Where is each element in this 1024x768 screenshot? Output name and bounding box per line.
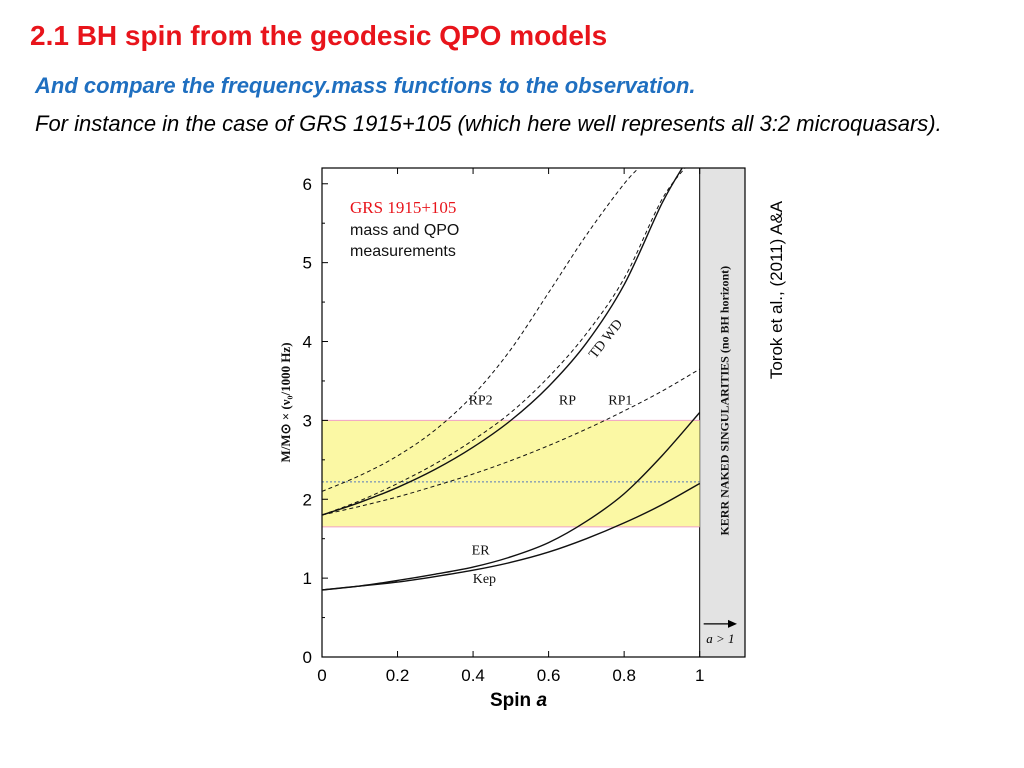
y-axis-label: M/M⊙ × (ν₀/1000 Hz) — [278, 342, 293, 462]
curve-label-kep: Kep — [473, 572, 496, 587]
x-tick-label: 0 — [317, 666, 326, 685]
x-tick-label: 0.2 — [386, 666, 410, 685]
measurement-band — [322, 419, 700, 528]
x-axis-label-prefix: Spin — [490, 690, 537, 711]
shaded-region-label: KERR NAKED SINGULARITIES (no BH horizont… — [717, 266, 731, 536]
chart-subtitle-line2: measurements — [350, 243, 456, 260]
slide-body-text: For instance in the case of GRS 1915+105… — [35, 111, 942, 136]
curve-label-rp: RP — [559, 394, 576, 409]
x-tick-label: 0.6 — [537, 666, 561, 685]
slide-subtitle: And compare the frequency.mass functions… — [35, 73, 696, 98]
curve-label-td-wd: TD WD — [586, 317, 626, 362]
series-kep — [322, 482, 700, 591]
y-tick-label: 5 — [303, 254, 312, 273]
series-er — [322, 412, 700, 591]
y-tick-label: 0 — [303, 648, 312, 667]
curve-label-rp1: RP1 — [608, 394, 632, 409]
chart-title: GRS 1915+105 — [350, 198, 456, 217]
tick-labels: 0 0.2 0.4 0.6 0.8 1 0 1 2 3 4 5 6 M/M⊙ × (ν₀/1000 Hz) — [278, 175, 704, 685]
series-rp2 — [322, 168, 640, 492]
y-tick-label: 2 — [303, 490, 312, 509]
chart-subtitle-line1: mass and QPO — [350, 222, 459, 239]
curve-label-rp2: RP2 — [469, 394, 493, 409]
plot-frame — [321, 167, 746, 658]
curve-label-er: ER — [472, 543, 491, 558]
y-tick-label: 3 — [303, 411, 312, 430]
chart-axes — [321, 167, 746, 658]
x-axis-label-symbol: a — [536, 690, 548, 711]
shaded-region-arrow-head — [728, 619, 737, 628]
y-tick-label: 1 — [303, 569, 312, 588]
band-fill — [322, 420, 700, 527]
x-tick-label: 0.4 — [461, 666, 485, 685]
slide-title: 2.1 BH spin from the geodesic QPO models — [30, 20, 608, 51]
chart-annotations: GRS 1915+105 mass and QPO measurements — [350, 198, 459, 260]
citation: Torok et al., (2011) A&A — [767, 200, 786, 380]
series-rp1 — [322, 368, 700, 516]
series-rp — [322, 168, 684, 516]
series-td-wd — [322, 168, 686, 516]
y-tick-label: 4 — [303, 333, 312, 352]
x-axis-label: Spin a — [490, 690, 547, 712]
y-tick-label: 6 — [303, 175, 312, 194]
shaded-region-arrow-label: a > 1 — [706, 631, 734, 646]
x-tick-label: 1 — [695, 666, 704, 685]
naked-singularity-region: KERR NAKED SINGULARITIES (no BH horizont… — [699, 167, 746, 658]
x-tick-label: 0.8 — [612, 666, 636, 685]
curves — [322, 168, 700, 591]
